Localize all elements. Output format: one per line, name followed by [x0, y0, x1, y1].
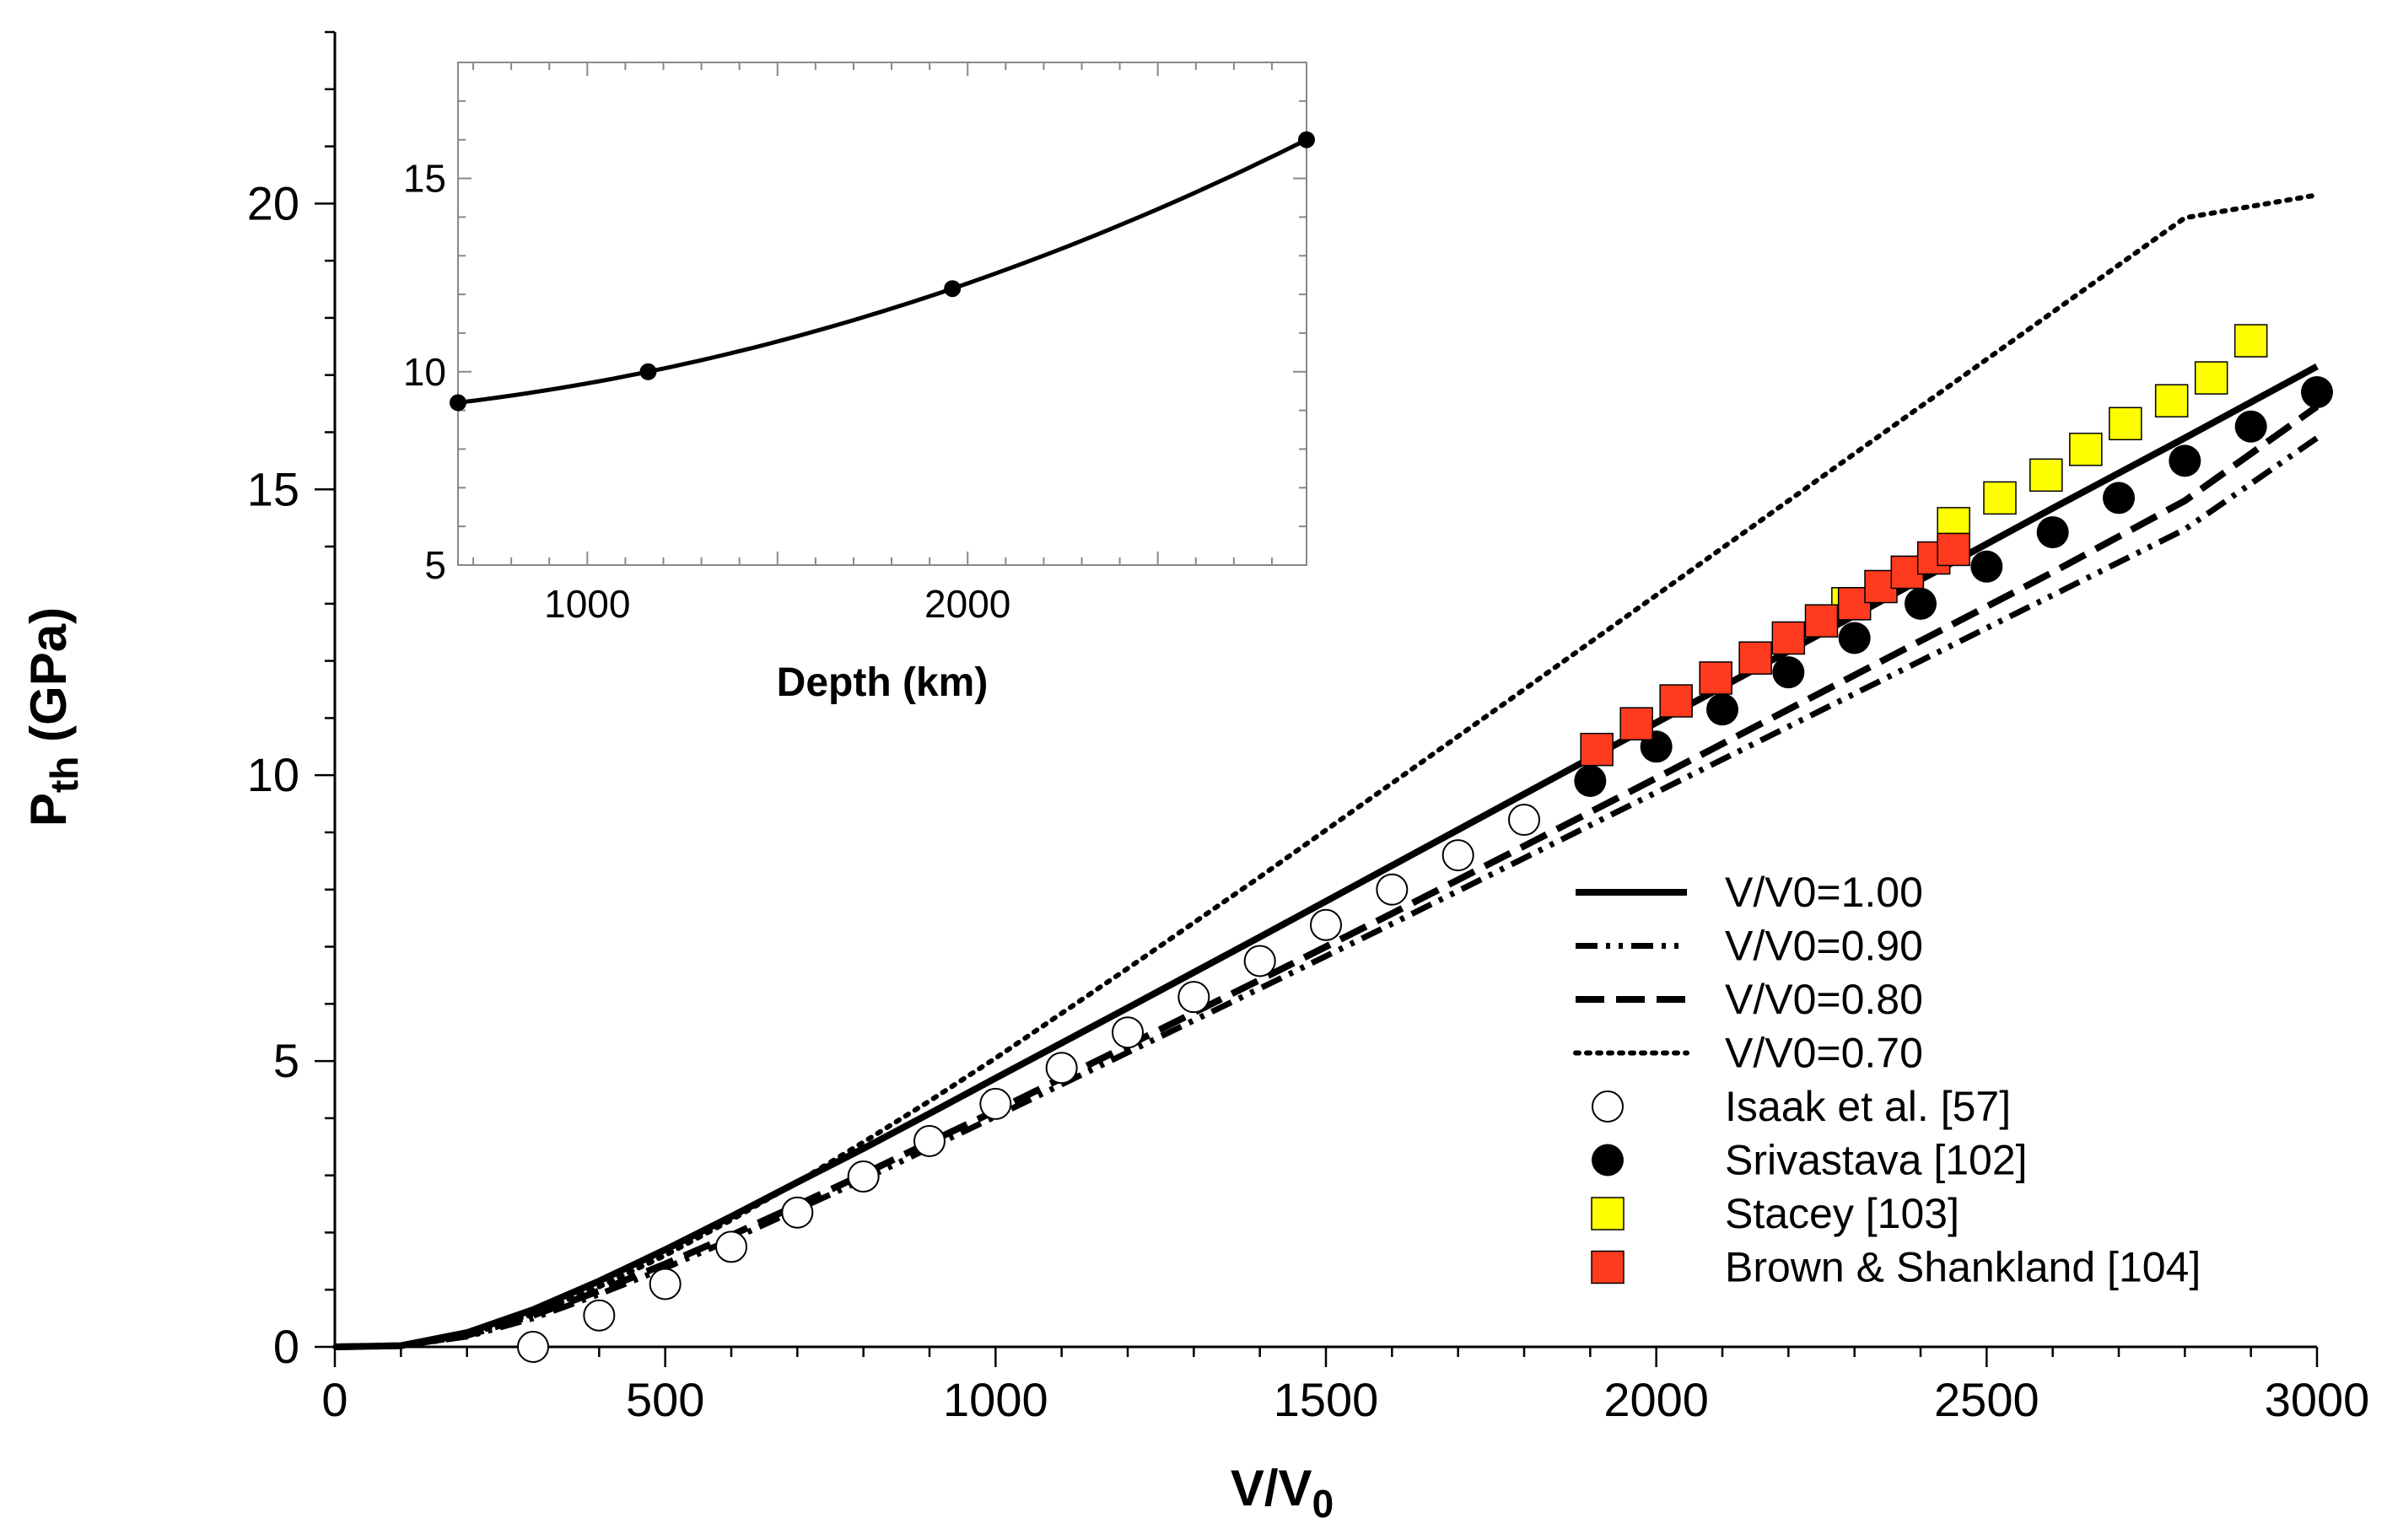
main-axes: 0 5 10 15 20 0 500 1000 1500 2000 2500 3000: [247, 30, 2370, 1426]
inset-chart: 5 10 15 1000 2000 Depth (km): [403, 62, 1315, 705]
data-point-srivastava-102: [2103, 482, 2135, 514]
inset-data-point: [639, 363, 657, 380]
data-point-stacey-103: [2029, 458, 2063, 493]
data-point-stacey-103: [2154, 384, 2189, 417]
data-point-stacey-103: [2069, 433, 2103, 466]
data-point-stacey-103: [1983, 481, 2017, 515]
data-point-brown-shankland-104: [1580, 732, 1614, 767]
data-point-srivastava-102: [2301, 376, 2333, 409]
data-point-isaak-et-al-57: [979, 1087, 1012, 1120]
x-tick-label: 3000: [2265, 1373, 2370, 1426]
legend: V/V0=1.00 V/V0=0.90 V/V0=0.80 V/V0=0.70 Isaa…: [1573, 869, 2201, 1291]
x-tick-label: 1500: [1274, 1373, 1379, 1426]
data-point-isaak-et-al-57: [1441, 839, 1474, 872]
data-point-brown-shankland-104: [1771, 621, 1806, 655]
data-point-srivastava-102: [1772, 656, 1805, 689]
x-axis-title: V/V0: [1231, 1460, 1334, 1526]
legend-swatch: [1591, 1197, 1625, 1230]
legend-label: V/V0=0.90: [1725, 923, 1923, 970]
data-point-srivastava-102: [2036, 516, 2069, 549]
data-point-stacey-103: [2194, 361, 2228, 395]
data-point-isaak-et-al-57: [649, 1268, 682, 1300]
data-point-brown-shankland-104: [1937, 532, 1970, 567]
data-point-srivastava-102: [1970, 550, 2003, 583]
inset-data-point: [944, 280, 962, 298]
inset-x-tick-label: 1000: [544, 582, 630, 626]
inset-data-point: [450, 394, 466, 412]
data-point-brown-shankland-104: [1659, 684, 1693, 718]
data-point-brown-shankland-104: [1738, 641, 1772, 675]
inset-data-point: [1298, 131, 1315, 148]
data-point-brown-shankland-104: [1837, 587, 1872, 621]
x-tick-label: 500: [626, 1373, 704, 1426]
data-point-isaak-et-al-57: [583, 1299, 616, 1332]
y-tick-label: 15: [247, 462, 299, 515]
inset-y-tick-label: 5: [424, 543, 446, 587]
data-point-isaak-et-al-57: [1310, 908, 1342, 941]
legend-label: V/V0=0.70: [1725, 1030, 1923, 1077]
inset-y-tick-label: 10: [403, 350, 446, 394]
y-axis-title: Pth (GPa): [20, 607, 86, 827]
data-point-isaak-et-al-57: [1177, 981, 1210, 1014]
inset-series-line: [457, 137, 1308, 405]
main-markers-group: [517, 324, 2333, 1363]
inset-x-axis-title: Depth (km): [777, 660, 989, 705]
data-point-srivastava-102: [2169, 444, 2201, 477]
inset-axes: 5 10 15 1000 2000: [403, 62, 1307, 626]
data-point-isaak-et-al-57: [1508, 804, 1540, 837]
y-tick-label: 5: [273, 1034, 299, 1087]
data-point-stacey-103: [2233, 324, 2268, 358]
data-point-brown-shankland-104: [1804, 604, 1839, 638]
data-point-srivastava-102: [2234, 410, 2267, 443]
data-point-isaak-et-al-57: [847, 1160, 880, 1193]
data-point-stacey-103: [2109, 407, 2142, 441]
data-point-isaak-et-al-57: [1045, 1052, 1078, 1085]
legend-swatch: [1592, 1090, 1624, 1123]
legend-swatch: [1592, 1144, 1624, 1177]
data-point-isaak-et-al-57: [1376, 873, 1409, 906]
data-point-brown-shankland-104: [1619, 707, 1653, 740]
series-line-v-v0-1-00: [334, 363, 2319, 1350]
data-point-srivastava-102: [1574, 764, 1607, 797]
y-tick-label: 10: [247, 748, 299, 801]
x-tick-label: 2500: [1934, 1373, 2039, 1426]
data-point-brown-shankland-104: [1699, 661, 1732, 695]
inset-frame: [457, 62, 1307, 566]
legend-label: Stacey [103]: [1725, 1190, 1959, 1237]
y-tick-label: 20: [247, 176, 299, 229]
legend-label: Isaak et al. [57]: [1725, 1083, 2011, 1130]
legend-label: V/V0=0.80: [1725, 976, 1923, 1023]
x-tick-label: 0: [321, 1373, 348, 1426]
data-point-isaak-et-al-57: [517, 1331, 549, 1363]
inset-x-tick-label: 2000: [924, 582, 1010, 626]
legend-label: V/V0=1.00: [1725, 869, 1923, 916]
data-point-isaak-et-al-57: [1112, 1016, 1144, 1049]
inset-y-tick-label: 15: [403, 157, 446, 201]
data-point-isaak-et-al-57: [715, 1230, 747, 1263]
data-point-srivastava-102: [1905, 587, 1937, 620]
x-tick-label: 2000: [1603, 1373, 1709, 1426]
legend-label: Srivastava [102]: [1725, 1137, 2028, 1184]
y-tick-label: 0: [273, 1320, 299, 1373]
legend-swatch: [1591, 1250, 1625, 1284]
data-point-isaak-et-al-57: [1243, 945, 1276, 977]
data-point-isaak-et-al-57: [781, 1196, 814, 1229]
data-point-isaak-et-al-57: [913, 1124, 946, 1157]
legend-label: Brown & Shankland [104]: [1725, 1244, 2201, 1291]
inset-series-group: [450, 131, 1315, 412]
data-point-srivastava-102: [1838, 622, 1871, 654]
data-point-srivastava-102: [1706, 693, 1738, 726]
x-tick-label: 1000: [943, 1373, 1048, 1426]
series-line-v-v0-0-70: [332, 192, 2320, 1349]
